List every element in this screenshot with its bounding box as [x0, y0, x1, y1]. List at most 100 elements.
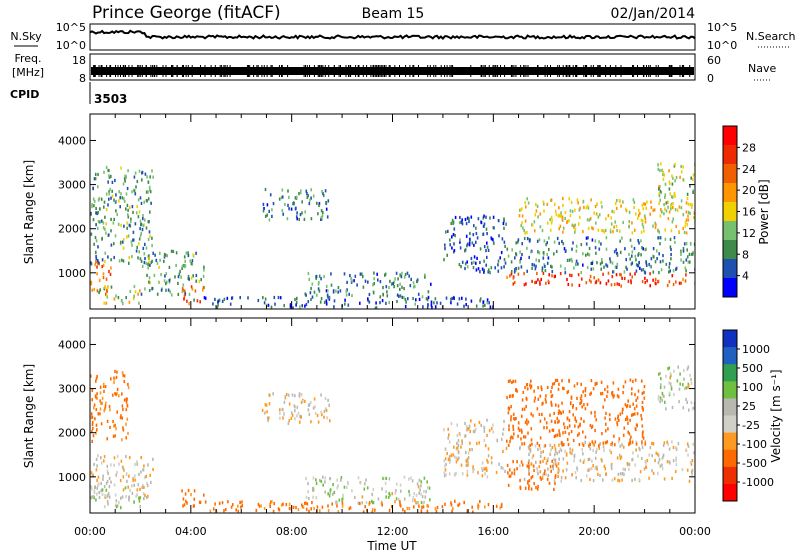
echo-cell	[566, 258, 569, 262]
echo-cell	[616, 199, 618, 203]
echo-cell	[661, 398, 663, 402]
echo-cell	[122, 240, 124, 244]
echo-cell	[95, 257, 98, 261]
echo-cell	[163, 259, 165, 263]
echo-cell	[410, 476, 412, 480]
echo-cell	[295, 300, 298, 304]
echo-cell	[310, 420, 312, 424]
echo-cell	[689, 202, 692, 206]
echo-cell	[539, 454, 542, 458]
echo-cell	[127, 382, 129, 386]
echo-cell	[466, 469, 469, 473]
echo-cell	[674, 469, 677, 474]
echo-cell	[543, 444, 545, 448]
colorbar-swatch	[723, 415, 737, 434]
echo-cell	[629, 272, 631, 276]
noise-right-tick-top: 10^5	[707, 21, 737, 34]
echo-cell	[550, 448, 552, 452]
echo-cell	[643, 390, 645, 394]
echo-cell	[326, 293, 329, 297]
echo-cell	[382, 476, 384, 481]
echo-cell	[601, 205, 603, 209]
echo-cell	[91, 288, 93, 292]
echo-cell	[680, 281, 682, 285]
echo-cell	[323, 300, 326, 304]
echo-cell	[349, 506, 352, 510]
echo-cell	[423, 476, 426, 480]
echo-cell	[185, 251, 188, 255]
echo-cell	[488, 268, 490, 272]
echo-cell	[692, 250, 694, 254]
echo-cell	[591, 261, 593, 265]
echo-cell	[670, 247, 672, 252]
echo-cell	[145, 246, 148, 250]
echo-cell	[479, 499, 481, 504]
echo-cell	[613, 250, 616, 254]
echo-cell	[557, 387, 560, 391]
echo-cell	[508, 474, 511, 478]
echo-cell	[541, 402, 543, 406]
echo-cell	[94, 172, 97, 176]
echo-cell	[595, 221, 597, 225]
echo-cell	[502, 449, 504, 453]
echo-cell	[519, 464, 521, 468]
echo-cell	[460, 463, 463, 467]
echo-cell	[150, 480, 152, 485]
x-tick-label: 12:00	[377, 525, 409, 538]
echo-cell	[663, 173, 665, 177]
echo-cell	[668, 169, 670, 173]
echo-cell	[452, 233, 455, 237]
echo-cell	[618, 437, 621, 441]
echo-cell	[188, 277, 190, 281]
echo-cell	[398, 294, 400, 298]
echo-cell	[610, 451, 613, 455]
echo-cell	[116, 391, 118, 395]
echo-cell	[227, 500, 229, 504]
echo-cell	[135, 211, 138, 215]
echo-cell	[143, 261, 146, 265]
echo-cell	[102, 276, 105, 280]
echo-cell	[273, 295, 276, 300]
echo-cell	[629, 404, 631, 408]
echo-cell	[97, 185, 99, 189]
echo-cell	[421, 505, 423, 509]
echo-cell	[136, 493, 138, 497]
echo-cell	[544, 264, 546, 268]
echo-cell	[558, 468, 560, 472]
echo-cell	[140, 201, 143, 205]
echo-cell	[268, 393, 271, 397]
echo-cell	[552, 464, 554, 468]
echo-cell	[416, 482, 419, 486]
echo-cell	[569, 213, 572, 218]
echo-cell	[345, 289, 348, 293]
echo-cell	[618, 453, 621, 457]
colorbar-tick-label: 4	[742, 270, 749, 283]
echo-cell	[638, 208, 640, 213]
echo-cell	[257, 298, 260, 303]
echo-cell	[324, 407, 327, 411]
echo-cell	[450, 301, 452, 305]
echo-cell	[545, 281, 547, 285]
echo-cell	[430, 300, 433, 304]
echo-cell	[659, 260, 662, 264]
echo-cell	[344, 298, 346, 302]
echo-cell	[654, 221, 656, 225]
echo-cell	[293, 202, 295, 206]
echo-cell	[683, 377, 685, 381]
echo-cell	[582, 430, 584, 434]
echo-cell	[659, 236, 662, 240]
echo-cell	[671, 174, 673, 178]
cpid-value: 3503	[94, 92, 127, 106]
echo-cell	[630, 279, 632, 283]
echo-cell	[188, 292, 191, 296]
echo-cell	[600, 267, 602, 271]
echo-cell	[673, 192, 676, 196]
echo-cell	[126, 203, 129, 207]
echo-cell	[619, 272, 621, 277]
echo-cell	[328, 494, 331, 498]
echo-cell	[411, 499, 414, 503]
echo-cell	[104, 215, 106, 219]
echo-cell	[473, 255, 476, 259]
echo-cell	[619, 456, 622, 460]
echo-cell	[379, 295, 382, 299]
